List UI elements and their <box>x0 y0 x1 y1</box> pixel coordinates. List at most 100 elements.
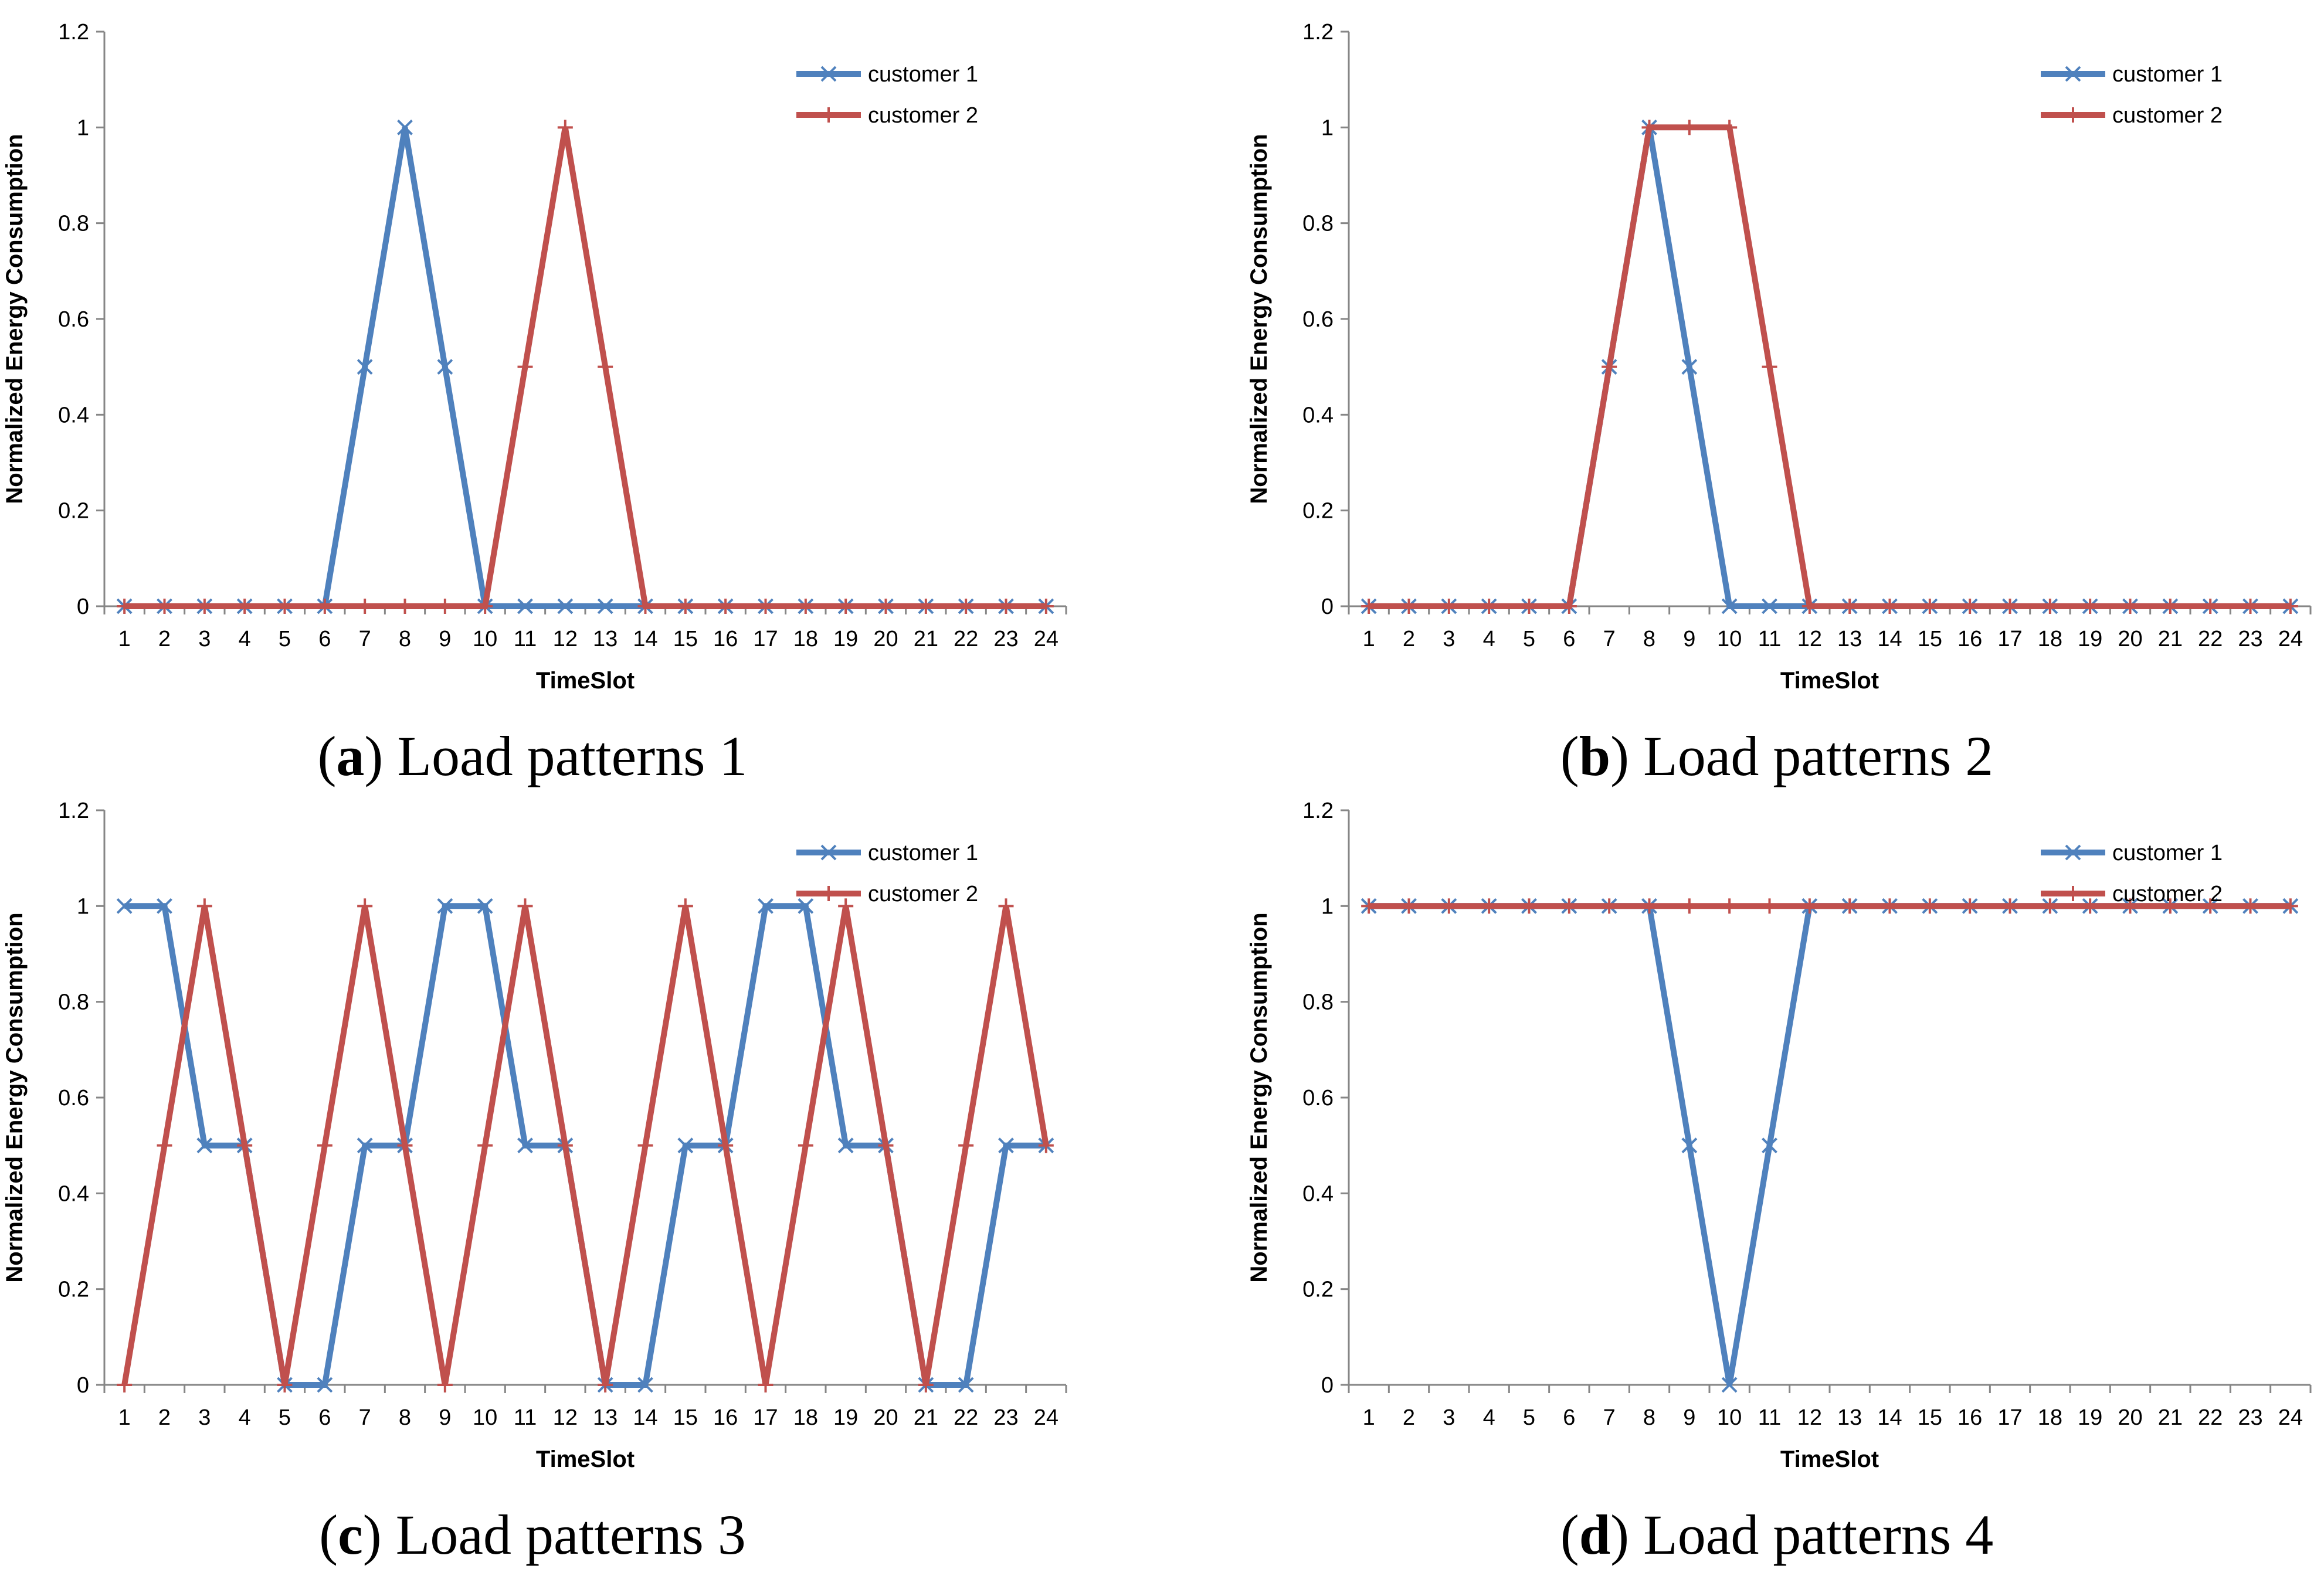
data-point-customer-2 <box>2082 599 2098 614</box>
data-point-customer-1 <box>1762 598 1777 614</box>
x-tick-label: 12 <box>553 627 578 651</box>
data-point-customer-2 <box>798 599 813 614</box>
x-tick-label: 20 <box>2118 627 2142 651</box>
x-tick-label: 16 <box>713 1405 738 1430</box>
data-point-customer-2 <box>1762 898 1777 914</box>
y-tick-label: 1.2 <box>1302 20 1334 45</box>
x-tick-label: 8 <box>399 1405 411 1430</box>
x-tick-label: 4 <box>1483 627 1495 651</box>
x-tick-label: 12 <box>1797 1405 1822 1430</box>
x-tick-label: 22 <box>2198 627 2223 651</box>
data-point-customer-1 <box>758 898 773 914</box>
data-point-customer-2 <box>958 1137 974 1153</box>
x-tick-label: 21 <box>914 1405 938 1430</box>
data-point-customer-2 <box>1882 599 1898 614</box>
x-tick-label: 14 <box>1877 1405 1902 1430</box>
data-point-customer-1 <box>557 598 574 614</box>
data-point-customer-2 <box>1922 599 1938 614</box>
x-tick-label: 20 <box>873 627 898 651</box>
x-tick-label: 10 <box>473 627 497 651</box>
x-tick-label: 2 <box>158 1405 171 1430</box>
data-point-customer-2 <box>2162 898 2178 914</box>
data-point-customer-2 <box>397 599 413 614</box>
x-tick-label: 16 <box>1957 1405 1982 1430</box>
x-tick-label: 18 <box>2038 1405 2062 1430</box>
data-point-customer-1 <box>477 898 493 914</box>
x-axis-title: TimeSlot <box>536 1446 635 1472</box>
y-tick-label: 0.2 <box>58 1278 89 1302</box>
data-point-customer-2 <box>918 599 934 614</box>
data-point-customer-2 <box>2282 599 2298 614</box>
data-point-customer-1 <box>1681 359 1698 375</box>
y-tick-label: 1.2 <box>58 20 89 45</box>
legend-label-customer-2: customer 2 <box>2112 103 2223 128</box>
y-tick-label: 0.2 <box>58 499 89 524</box>
panel-caption: (d) Load patterns 4 <box>1560 1503 1993 1566</box>
chart-legend: customer 1 customer 2 <box>2041 62 2223 128</box>
x-tick-label: 2 <box>1403 1405 1415 1430</box>
y-tick-label: 1 <box>1321 116 1334 140</box>
y-tick-label: 0.8 <box>58 212 89 236</box>
data-point-customer-2 <box>2122 599 2138 614</box>
x-tick-label: 7 <box>1603 627 1616 651</box>
x-tick-label: 20 <box>2118 1405 2142 1430</box>
legend-label-customer-1: customer 1 <box>2112 841 2223 865</box>
series-line-customer-1 <box>1369 903 2291 1385</box>
x-tick-label: 4 <box>239 627 251 651</box>
data-point-customer-1 <box>116 898 133 914</box>
y-tick-label: 0 <box>1321 595 1334 619</box>
data-point-customer-2 <box>1762 359 1777 375</box>
data-point-customer-2 <box>958 599 974 614</box>
y-tick-label: 1 <box>77 894 89 919</box>
data-point-customer-2 <box>758 1377 773 1392</box>
x-tick-label: 23 <box>993 1405 1018 1430</box>
x-tick-label: 22 <box>2198 1405 2223 1430</box>
legend-label-customer-1: customer 1 <box>2112 62 2223 87</box>
series-line-customer-2 <box>1369 124 2291 609</box>
x-axis-title: TimeSlot <box>1780 1446 1879 1472</box>
x-tick-label: 13 <box>1837 627 1862 651</box>
x-tick-label: 21 <box>2158 1405 2183 1430</box>
x-tick-label: 7 <box>1603 1405 1616 1430</box>
x-axis-title: TimeSlot <box>536 668 635 694</box>
data-point-customer-2 <box>2042 898 2058 914</box>
x-tick-label: 7 <box>359 627 371 651</box>
data-point-customer-2 <box>237 599 253 614</box>
legend-label-customer-2: customer 2 <box>2112 882 2223 906</box>
chart-panel-c: 00.20.40.60.811.21 2 3 4 5 6 7 8 9 10 11 12 13 14 15 16… <box>2 799 1067 1566</box>
data-point-customer-2 <box>517 359 533 375</box>
y-tick-label: 0.2 <box>1302 1278 1334 1302</box>
x-tick-label: 24 <box>2278 627 2303 651</box>
data-point-customer-1 <box>1762 1137 1777 1154</box>
x-tick-label: 11 <box>514 1405 537 1430</box>
data-point-customer-1 <box>1681 1137 1698 1154</box>
x-tick-label: 4 <box>1483 1405 1495 1430</box>
series-line-customer-2 <box>121 905 1049 1385</box>
data-point-customer-2 <box>557 1137 573 1153</box>
data-point-customer-2 <box>2002 898 2018 914</box>
y-tick-label: 0 <box>1321 1373 1334 1398</box>
x-tick-label: 18 <box>2038 627 2062 651</box>
data-point-customer-2 <box>1401 898 1417 914</box>
x-tick-label: 17 <box>753 1405 778 1430</box>
y-tick-label: 0.6 <box>1302 1086 1334 1110</box>
x-tick-label: 16 <box>1957 627 1982 651</box>
data-point-customer-2 <box>637 1137 653 1153</box>
data-point-customer-2 <box>477 599 493 614</box>
chart-legend: customer 1 customer 2 <box>796 841 978 906</box>
data-point-customer-2 <box>157 599 172 614</box>
data-point-customer-1 <box>437 359 453 375</box>
legend-label-customer-1: customer 1 <box>868 62 978 87</box>
x-tick-label: 23 <box>2238 627 2262 651</box>
x-tick-label: 15 <box>673 1405 698 1430</box>
x-tick-label: 14 <box>633 627 657 651</box>
x-tick-label: 6 <box>1563 1405 1575 1430</box>
x-tick-label: 5 <box>1523 627 1535 651</box>
data-point-customer-2 <box>2162 599 2178 614</box>
data-point-customer-1 <box>1721 1377 1738 1393</box>
data-point-customer-2 <box>598 1377 613 1392</box>
x-tick-label: 14 <box>1877 627 1902 651</box>
chart-panel-d: 00.20.40.60.811.21 2 3 4 5 6 7 8 9 10 11 12 13 14 15 16… <box>1246 799 2312 1566</box>
x-tick-label: 11 <box>1758 1405 1781 1430</box>
y-tick-label: 0.4 <box>1302 403 1334 427</box>
